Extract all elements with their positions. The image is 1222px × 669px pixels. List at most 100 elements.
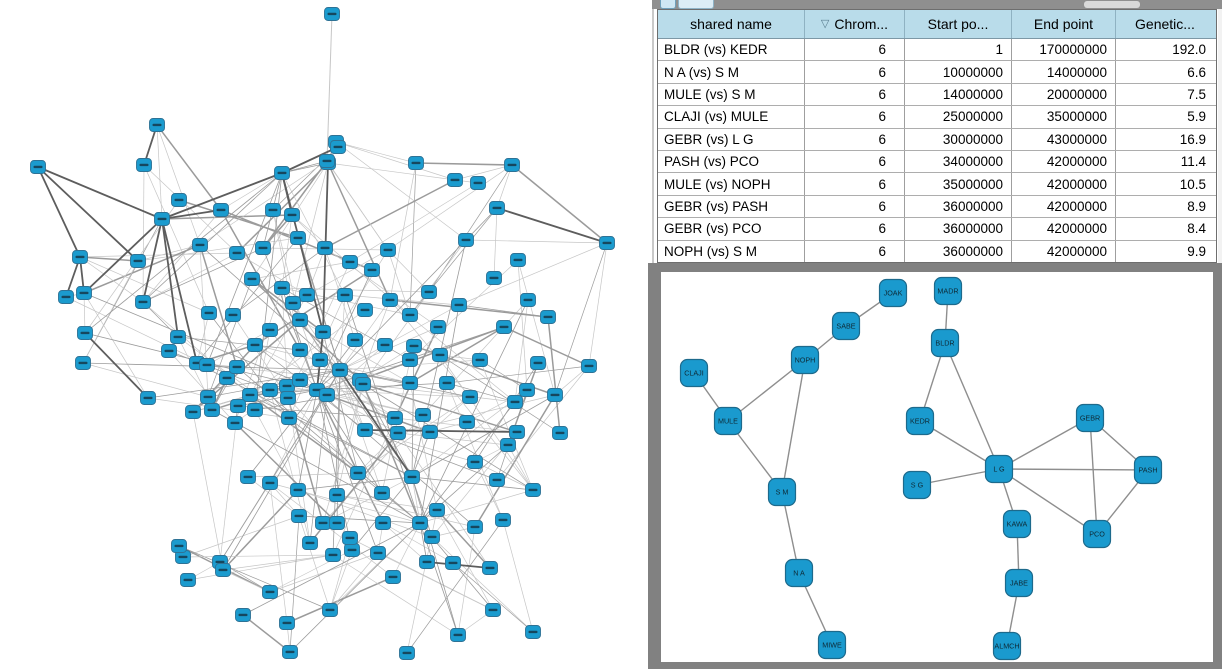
- table-row[interactable]: CLAJI (vs) MULE 6 25000000 35000000 5.9: [658, 106, 1216, 129]
- graph-node[interactable]: [429, 503, 445, 517]
- graph-node[interactable]: [291, 509, 307, 523]
- table-row[interactable]: N A (vs) S M 6 10000000 14000000 6.6: [658, 61, 1216, 84]
- table-row[interactable]: GEBR (vs) PASH 6 36000000 42000000 8.9: [658, 195, 1216, 219]
- graph-node[interactable]: [312, 353, 328, 367]
- graph-node[interactable]: [382, 293, 398, 307]
- graph-node[interactable]: [75, 356, 91, 370]
- graph-node[interactable]: [285, 296, 301, 310]
- graph-node[interactable]: [230, 399, 246, 413]
- column-header-chromosome[interactable]: ▽ Chrom...: [805, 10, 905, 38]
- graph-node[interactable]: [495, 513, 511, 527]
- graph-node[interactable]: [240, 470, 256, 484]
- graph-node[interactable]: [262, 585, 278, 599]
- graph-node[interactable]: [244, 272, 260, 286]
- graph-node[interactable]: [225, 308, 241, 322]
- toolbar-button-fragment[interactable]: [678, 0, 714, 9]
- graph-node[interactable]: [357, 423, 373, 437]
- graph-node-noph[interactable]: NOPH: [790, 345, 820, 375]
- graph-node[interactable]: [380, 243, 396, 257]
- graph-node[interactable]: [262, 323, 278, 337]
- graph-node[interactable]: [290, 231, 306, 245]
- graph-node[interactable]: [279, 616, 295, 630]
- graph-node[interactable]: [262, 476, 278, 490]
- graph-node[interactable]: [135, 295, 151, 309]
- graph-node[interactable]: [462, 390, 478, 404]
- graph-node[interactable]: [552, 426, 568, 440]
- graph-node[interactable]: [350, 466, 366, 480]
- graph-node[interactable]: [458, 233, 474, 247]
- graph-node[interactable]: [445, 556, 461, 570]
- graph-node-sabe[interactable]: SABE: [831, 311, 861, 341]
- graph-node[interactable]: [219, 371, 235, 385]
- graph-node[interactable]: [140, 391, 156, 405]
- graph-node[interactable]: [280, 391, 296, 405]
- graph-node[interactable]: [489, 201, 505, 215]
- graph-node[interactable]: [262, 383, 278, 397]
- graph-node[interactable]: [530, 356, 546, 370]
- graph-node[interactable]: [337, 288, 353, 302]
- graph-node[interactable]: [292, 373, 308, 387]
- graph-node[interactable]: [247, 403, 263, 417]
- graph-node[interactable]: [377, 338, 393, 352]
- graph-node[interactable]: [370, 546, 386, 560]
- graph-node[interactable]: [77, 326, 93, 340]
- graph-node[interactable]: [385, 570, 401, 584]
- graph-node-madr[interactable]: MADR: [933, 276, 963, 306]
- graph-node[interactable]: [387, 411, 403, 425]
- graph-node[interactable]: [76, 286, 92, 300]
- graph-node[interactable]: [525, 625, 541, 639]
- graph-node[interactable]: [510, 253, 526, 267]
- graph-node[interactable]: [247, 338, 263, 352]
- graph-node[interactable]: [520, 293, 536, 307]
- graph-node[interactable]: [201, 306, 217, 320]
- graph-node[interactable]: [364, 263, 380, 277]
- graph-node[interactable]: [547, 388, 563, 402]
- graph-node-kawa[interactable]: KAWA: [1002, 509, 1032, 539]
- graph-node[interactable]: [161, 344, 177, 358]
- graph-node[interactable]: [330, 140, 346, 154]
- graph-node[interactable]: [525, 483, 541, 497]
- graph-node[interactable]: [459, 415, 475, 429]
- graph-node[interactable]: [509, 425, 525, 439]
- graph-node[interactable]: [274, 166, 290, 180]
- graph-node[interactable]: [292, 313, 308, 327]
- graph-node[interactable]: [540, 310, 556, 324]
- graph-node-joak[interactable]: JOAK: [878, 278, 908, 308]
- graph-node-almch[interactable]: ALMCH: [992, 631, 1022, 661]
- graph-node-l-g[interactable]: L G: [984, 454, 1014, 484]
- graph-node[interactable]: [439, 376, 455, 390]
- graph-node-jabe[interactable]: JABE: [1004, 568, 1034, 598]
- graph-node-mule[interactable]: MULE: [713, 406, 743, 436]
- graph-node[interactable]: [290, 483, 306, 497]
- graph-node[interactable]: [255, 241, 271, 255]
- graph-node[interactable]: [322, 603, 338, 617]
- graph-node-s-g[interactable]: S G: [902, 470, 932, 500]
- graph-node[interactable]: [451, 298, 467, 312]
- graph-node[interactable]: [347, 333, 363, 347]
- graph-node[interactable]: [472, 353, 488, 367]
- graph-node[interactable]: [292, 343, 308, 357]
- graph-node[interactable]: [242, 388, 258, 402]
- graph-node[interactable]: [342, 531, 358, 545]
- graph-node[interactable]: [432, 348, 448, 362]
- column-header-genetic-distance[interactable]: Genetic...: [1116, 10, 1214, 38]
- scrollbar-fragment[interactable]: [1084, 1, 1140, 8]
- graph-node[interactable]: [482, 561, 498, 575]
- graph-node[interactable]: [406, 339, 422, 353]
- graph-node[interactable]: [599, 236, 615, 250]
- graph-node-claji[interactable]: CLAJI: [679, 358, 709, 388]
- graph-node[interactable]: [170, 330, 186, 344]
- graph-node[interactable]: [332, 363, 348, 377]
- graph-node[interactable]: [235, 608, 251, 622]
- graph-node[interactable]: [199, 358, 215, 372]
- filter-sort-icon[interactable]: ▽: [820, 17, 830, 30]
- graph-node[interactable]: [229, 360, 245, 374]
- graph-node[interactable]: [507, 395, 523, 409]
- graph-node[interactable]: [171, 193, 187, 207]
- graph-node[interactable]: [450, 628, 466, 642]
- graph-node[interactable]: [299, 288, 315, 302]
- graph-node[interactable]: [399, 646, 415, 660]
- graph-node[interactable]: [486, 271, 502, 285]
- graph-node[interactable]: [402, 353, 418, 367]
- graph-node[interactable]: [213, 203, 229, 217]
